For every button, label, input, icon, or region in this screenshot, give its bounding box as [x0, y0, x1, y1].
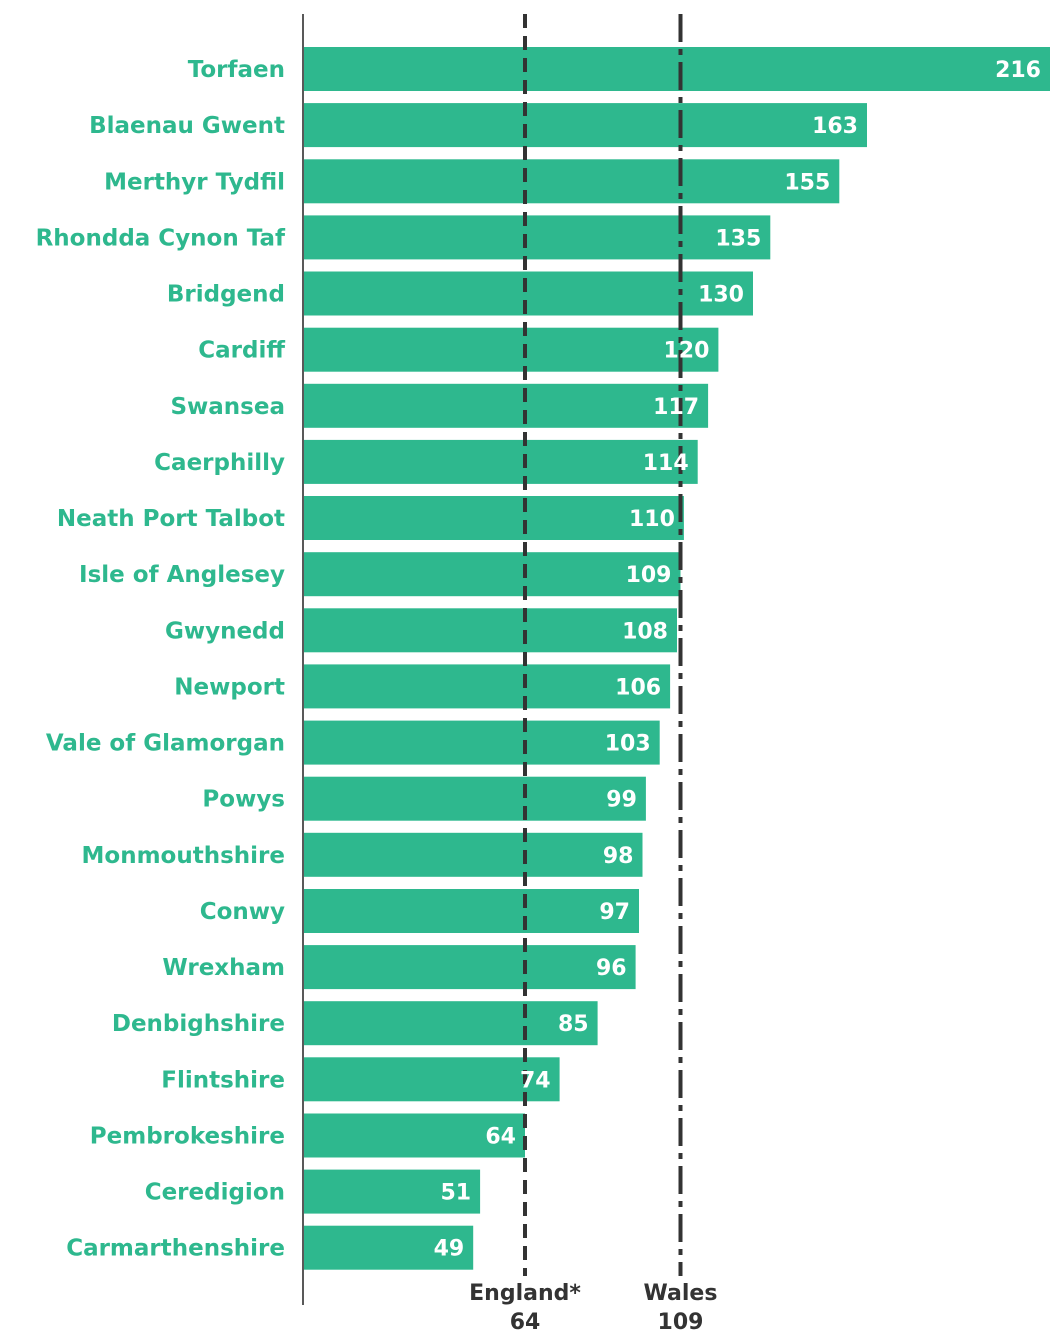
bar-flintshire [304, 1057, 560, 1102]
category-label-torfaen: Torfaen [188, 57, 285, 83]
category-label-gwynedd: Gwynedd [165, 618, 285, 644]
bar-carmarthenshire [304, 1225, 474, 1270]
bar-bridgend [304, 271, 753, 316]
category-label-monmouthshire: Monmouthshire [82, 843, 285, 869]
category-label-conwy: Conwy [200, 899, 285, 925]
bar-cardiff [304, 327, 719, 372]
value-label-gwynedd: 108 [622, 619, 668, 644]
reference-lines-layer [523, 14, 683, 1276]
category-label-isle-of-anglesey: Isle of Anglesey [79, 562, 285, 588]
bar-wrexham [304, 945, 636, 990]
value-label-vale-of-glamorgan: 103 [605, 732, 651, 757]
category-label-rhondda-cynon-taf: Rhondda Cynon Taf [36, 225, 286, 251]
bar-monmouthshire [304, 832, 643, 877]
bar-powys [304, 776, 646, 821]
value-label-neath-port-talbot: 110 [629, 507, 675, 532]
bar-rhondda-cynon-taf [304, 215, 771, 260]
bar-torfaen [304, 47, 1050, 91]
category-label-blaenau-gwent: Blaenau Gwent [89, 113, 285, 139]
value-labels-layer: 216 163 155 135 130 120 117 114 110 109 108 106 103 9… [434, 58, 1041, 1262]
bar-blaenau-gwent [304, 103, 867, 148]
reference-value-england: 64 [510, 1310, 541, 1333]
bars-layer [304, 47, 1050, 1270]
category-label-swansea: Swansea [170, 394, 285, 420]
category-label-merthyr-tydfil: Merthyr Tydfil [104, 169, 285, 195]
category-label-caerphilly: Caerphilly [154, 450, 285, 476]
bar-vale-of-glamorgan [304, 720, 660, 765]
bar-gwynedd [304, 608, 677, 653]
bar-denbighshire [304, 1001, 598, 1046]
bar-neath-port-talbot [304, 496, 684, 540]
bar-caerphilly [304, 439, 698, 484]
value-label-flintshire: 74 [520, 1068, 551, 1093]
category-label-cardiff: Cardiff [198, 338, 285, 364]
category-label-neath-port-talbot: Neath Port Talbot [57, 506, 285, 532]
category-label-wrexham: Wrexham [162, 955, 285, 981]
value-label-bridgend: 130 [698, 283, 744, 308]
value-label-torfaen: 216 [995, 58, 1041, 83]
reference-name-wales: Wales [644, 1281, 718, 1306]
value-label-merthyr-tydfil: 155 [784, 170, 830, 195]
value-label-powys: 99 [606, 788, 637, 813]
bar-isle-of-anglesey [304, 552, 681, 597]
category-label-bridgend: Bridgend [167, 282, 285, 308]
bar-conwy [304, 889, 639, 933]
value-label-caerphilly: 114 [643, 451, 689, 476]
value-label-denbighshire: 85 [558, 1012, 589, 1037]
category-label-denbighshire: Denbighshire [112, 1011, 285, 1037]
value-label-isle-of-anglesey: 109 [626, 563, 672, 588]
value-label-monmouthshire: 98 [603, 844, 634, 869]
value-label-pembrokeshire: 64 [485, 1125, 516, 1150]
value-label-cardiff: 120 [663, 339, 709, 364]
reference-name-england: England* [469, 1281, 581, 1306]
category-label-vale-of-glamorgan: Vale of Glamorgan [46, 731, 285, 757]
bar-ceredigion [304, 1169, 481, 1214]
category-label-newport: Newport [174, 674, 285, 700]
value-label-conwy: 97 [599, 900, 630, 925]
bar-swansea [304, 383, 709, 428]
value-label-newport: 106 [615, 675, 661, 700]
value-label-rhondda-cynon-taf: 135 [715, 226, 761, 251]
category-label-ceredigion: Ceredigion [145, 1180, 285, 1206]
category-labels-layer: Torfaen Blaenau Gwent Merthyr Tydfil Rhondd… [36, 57, 286, 1262]
reference-value-wales: 109 [658, 1310, 704, 1333]
value-label-carmarthenshire: 49 [434, 1237, 465, 1262]
bar-merthyr-tydfil [304, 159, 840, 204]
category-label-flintshire: Flintshire [161, 1067, 285, 1093]
category-label-powys: Powys [202, 787, 285, 813]
bar-pembrokeshire [304, 1113, 525, 1158]
value-label-swansea: 117 [653, 395, 699, 420]
category-label-carmarthenshire: Carmarthenshire [66, 1236, 285, 1262]
bar-newport [304, 664, 671, 709]
category-label-pembrokeshire: Pembrokeshire [90, 1124, 285, 1150]
value-label-blaenau-gwent: 163 [812, 114, 858, 139]
value-label-ceredigion: 51 [440, 1181, 471, 1206]
reference-labels-layer: England* 64 Wales 109 [469, 1281, 717, 1333]
value-label-wrexham: 96 [596, 956, 627, 981]
